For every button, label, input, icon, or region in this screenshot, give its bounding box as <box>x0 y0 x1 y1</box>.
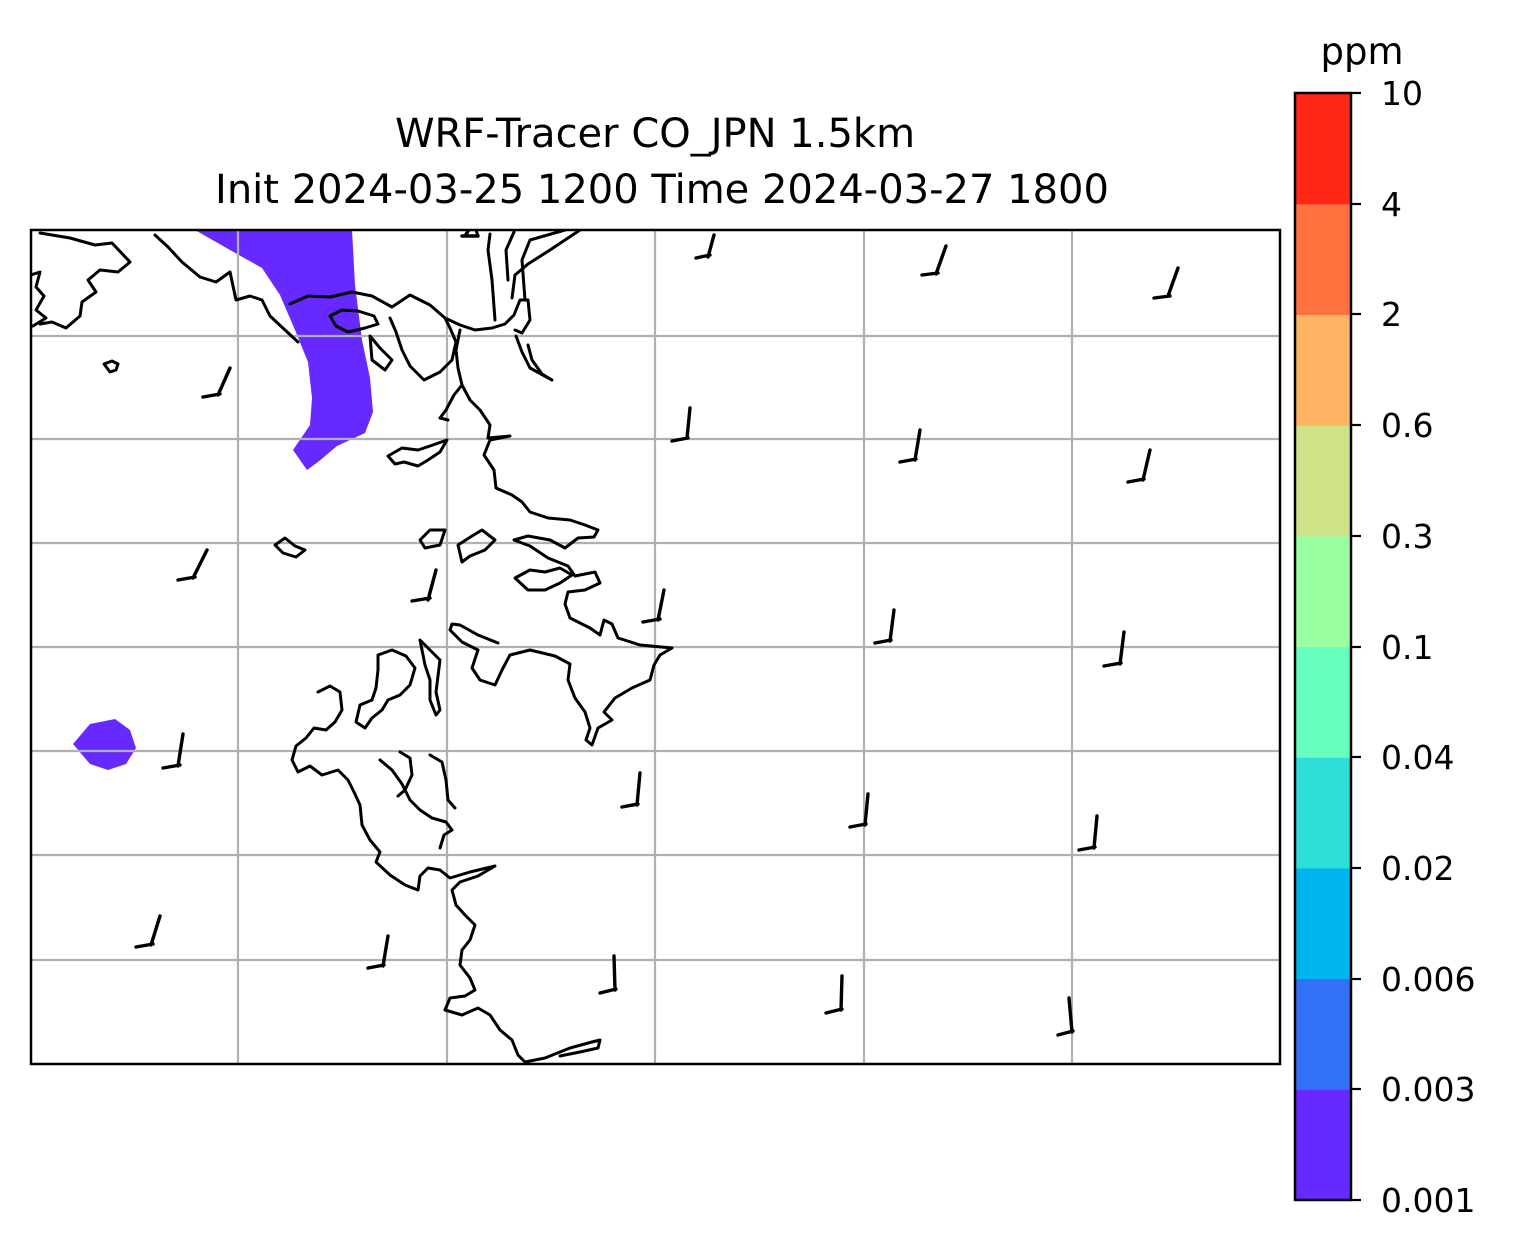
wind-barb <box>848 792 870 829</box>
wind-barb <box>176 548 209 582</box>
wind-barb <box>694 233 716 260</box>
colorbar-tick-label: 0.04 <box>1381 738 1454 777</box>
colorbar-tick-label: 0.001 <box>1381 1181 1475 1220</box>
wind-barb <box>161 732 185 770</box>
wind-barb <box>201 366 232 399</box>
colorbar-tick-label: 10 <box>1381 74 1423 113</box>
wind-barb <box>873 608 896 645</box>
coastlines <box>31 230 674 1064</box>
colorbar-segment <box>1295 978 1351 1090</box>
map-frame <box>29 228 1282 1066</box>
tracer-plume-west <box>73 719 136 770</box>
wind-barb <box>366 934 390 970</box>
wind-barb <box>620 771 642 809</box>
colorbar-unit-label: ppm <box>1320 30 1403 73</box>
colorbar-tick-label: 2 <box>1381 295 1402 334</box>
wind-barb <box>410 568 438 603</box>
wind-barb <box>898 428 922 464</box>
wind-barb <box>134 914 162 949</box>
wind-barb <box>641 588 666 624</box>
colorbar-segment <box>1295 203 1351 315</box>
wind-barb <box>1126 448 1152 484</box>
colorbar-tick-label: 0.003 <box>1381 1070 1475 1109</box>
colorbar-segments <box>1295 93 1351 1201</box>
wind-barb <box>598 954 618 995</box>
wind-barb <box>1077 814 1099 852</box>
colorbar-tick-label: 4 <box>1381 185 1402 224</box>
tracer-plume-north <box>195 230 373 470</box>
colorbar-segment <box>1295 535 1351 648</box>
colorbar-segment <box>1295 93 1351 205</box>
colorbar-segment <box>1295 314 1351 426</box>
colorbar-segment <box>1295 757 1351 869</box>
wind-barb <box>824 974 844 1015</box>
colorbar-tick-label: 0.006 <box>1381 960 1475 999</box>
colorbar-segment <box>1295 867 1351 980</box>
wind-barb <box>920 244 948 277</box>
wind-barb <box>1102 630 1126 668</box>
map-title-line1: WRF-Tracer CO_JPN 1.5km <box>395 111 915 157</box>
wind-barb <box>1056 996 1075 1037</box>
colorbar-tick-label: 0.1 <box>1381 628 1433 667</box>
colorbar-segment <box>1295 1089 1351 1201</box>
colorbar-tick-label: 0.3 <box>1381 517 1433 556</box>
colorbar-ticks: 0.001 0.003 0.006 0.02 0.04 0.1 0.3 0.6 … <box>1351 74 1475 1220</box>
wind-barb <box>1152 266 1180 300</box>
colorbar-tick-label: 0.6 <box>1381 406 1433 445</box>
wind-barbs <box>134 230 1180 1037</box>
colorbar-segment <box>1295 646 1351 758</box>
wind-barb <box>460 230 480 238</box>
map-panel[interactable] <box>29 228 1282 1066</box>
colorbar: ppm 0.001 0.003 0.006 0.02 0.04 0.1 0.3 … <box>1293 30 1475 1220</box>
map-title-line2: Init 2024-03-25 1200 Time 2024-03-27 180… <box>215 167 1109 213</box>
colorbar-tick-label: 0.02 <box>1381 849 1454 888</box>
wind-barb <box>670 406 692 443</box>
colorbar-segment <box>1295 425 1351 537</box>
